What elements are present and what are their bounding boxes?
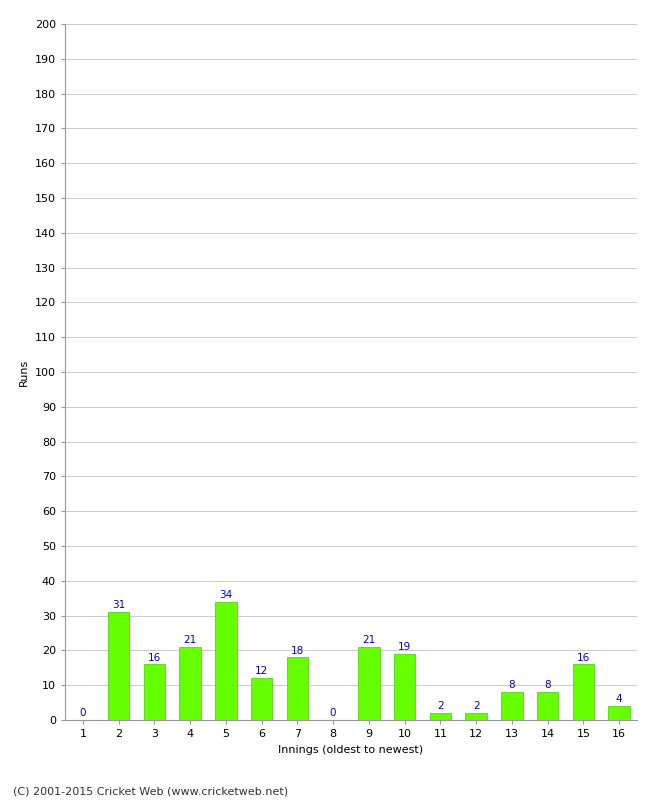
Bar: [465, 713, 487, 720]
Text: 19: 19: [398, 642, 411, 652]
Bar: [430, 713, 451, 720]
Text: 34: 34: [219, 590, 233, 600]
Bar: [537, 692, 558, 720]
Bar: [108, 612, 129, 720]
Text: 2: 2: [473, 702, 480, 711]
Text: (C) 2001-2015 Cricket Web (www.cricketweb.net): (C) 2001-2015 Cricket Web (www.cricketwe…: [13, 786, 288, 796]
Text: 0: 0: [79, 708, 86, 718]
Bar: [608, 706, 630, 720]
Text: 21: 21: [183, 635, 197, 645]
Bar: [394, 654, 415, 720]
Text: 18: 18: [291, 646, 304, 656]
Text: 16: 16: [148, 653, 161, 662]
Text: 21: 21: [362, 635, 376, 645]
Text: 2: 2: [437, 702, 444, 711]
Bar: [287, 658, 308, 720]
Bar: [573, 664, 594, 720]
Bar: [215, 602, 237, 720]
Bar: [251, 678, 272, 720]
Text: 4: 4: [616, 694, 623, 704]
Text: 8: 8: [544, 681, 551, 690]
X-axis label: Innings (oldest to newest): Innings (oldest to newest): [278, 745, 424, 754]
Bar: [358, 647, 380, 720]
Text: 16: 16: [577, 653, 590, 662]
Text: 12: 12: [255, 666, 268, 677]
Text: 0: 0: [330, 708, 337, 718]
Text: 8: 8: [508, 681, 515, 690]
Bar: [179, 647, 201, 720]
Text: 31: 31: [112, 600, 125, 610]
Bar: [501, 692, 523, 720]
Bar: [144, 664, 165, 720]
Y-axis label: Runs: Runs: [20, 358, 29, 386]
